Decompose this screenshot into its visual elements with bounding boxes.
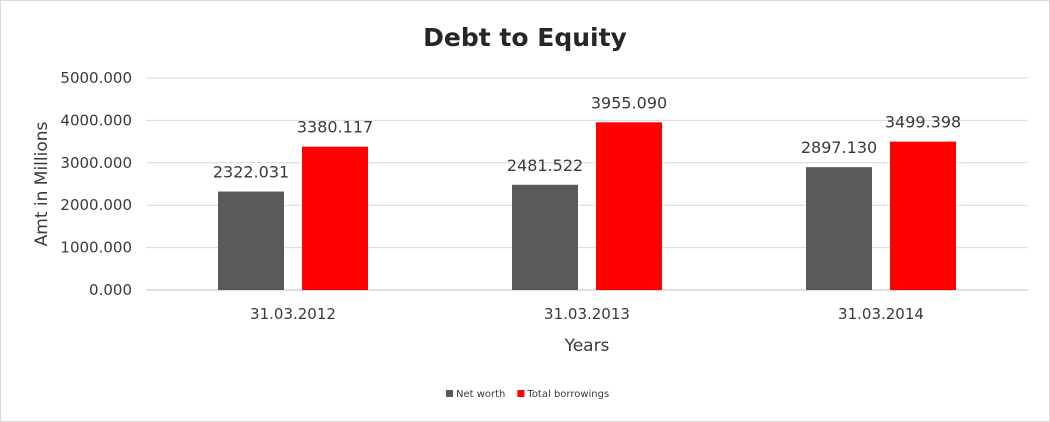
y-tick-label: 4000.000 <box>60 111 132 129</box>
data-label: 2481.522 <box>507 156 583 175</box>
x-axis-ticks: 31.03.2012 31.03.2013 31.03.2014 <box>250 305 924 323</box>
y-tick-label: 3000.000 <box>60 154 132 172</box>
chart-title: Debt to Equity <box>423 23 627 52</box>
bar <box>806 167 872 290</box>
data-label: 3499.398 <box>885 113 961 132</box>
data-labels: 2322.031 3380.117 2481.522 3955.090 2897.130… <box>213 93 961 181</box>
x-axis-label: Years <box>564 336 610 356</box>
y-tick-label: 5000.000 <box>60 69 132 87</box>
x-tick-label: 31.03.2012 <box>250 305 336 323</box>
bar <box>890 141 956 290</box>
data-label: 2897.130 <box>801 138 877 157</box>
data-label: 3380.117 <box>297 118 373 137</box>
legend-label: Net worth <box>456 389 505 400</box>
legend-label: Total borrowings <box>526 389 609 400</box>
legend-swatch <box>446 390 453 397</box>
x-tick-label: 31.03.2013 <box>544 305 630 323</box>
bar <box>302 146 368 290</box>
y-tick-label: 2000.000 <box>60 196 132 214</box>
y-tick-label: 0.000 <box>89 281 132 299</box>
legend-swatch <box>517 390 525 397</box>
bar <box>596 122 662 290</box>
gridlines <box>146 77 1028 291</box>
bars <box>218 122 956 290</box>
x-tick-label: 31.03.2014 <box>838 305 924 323</box>
legend: Net worth Total borrowings <box>446 389 609 400</box>
data-label: 2322.031 <box>213 163 289 182</box>
y-axis-label: Amt in Millions <box>32 121 52 246</box>
bar <box>218 191 284 290</box>
data-label: 3955.090 <box>591 93 667 112</box>
y-axis-ticks: 0.000 1000.000 2000.000 3000.000 4000.000 500… <box>60 69 132 299</box>
bar <box>512 184 578 290</box>
y-tick-label: 1000.000 <box>60 239 132 257</box>
